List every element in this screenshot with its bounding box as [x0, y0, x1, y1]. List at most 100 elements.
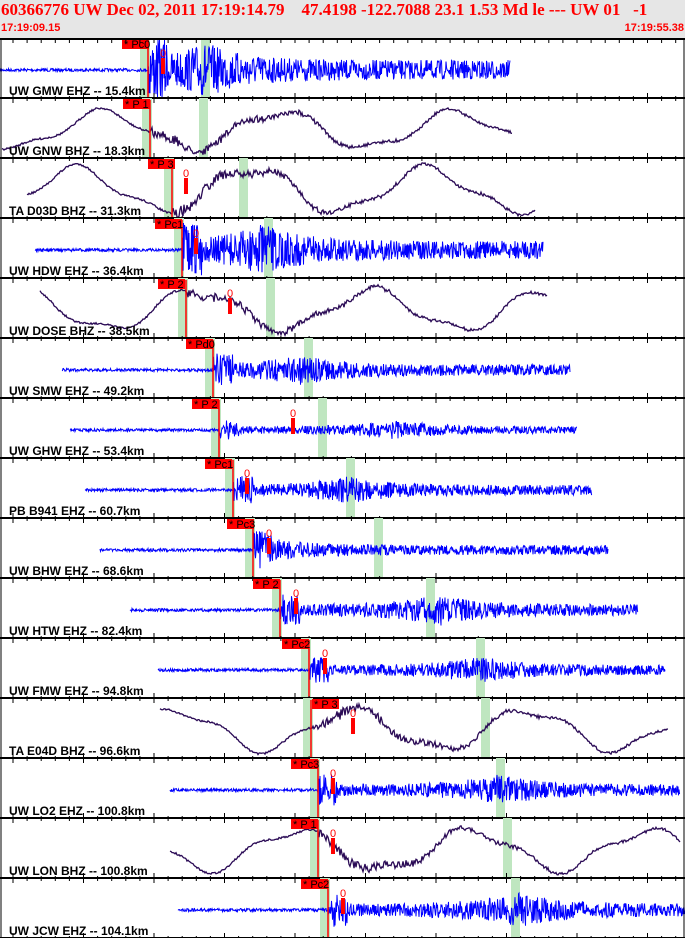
- pick-flag[interactable]: [312, 699, 339, 709]
- pick-flag[interactable]: [192, 399, 219, 409]
- pick-label: * P 3: [314, 699, 338, 711]
- trace-row[interactable]: * P 1 0 UW LON BHZ -- 100.8km: [0, 818, 685, 883]
- pick-window: [140, 38, 150, 98]
- trace-row[interactable]: * Pc1 0 UW HDW EHZ -- 36.4km: [0, 218, 685, 283]
- pick-flag[interactable]: [253, 579, 280, 589]
- pick-flag[interactable]: [205, 459, 232, 469]
- station-label: UW JCW EHZ -- 104.1km: [9, 924, 148, 938]
- trace-row[interactable]: * P 3 0 TA D03D BHZ -- 31.3km: [0, 158, 685, 223]
- marker-label: 0: [227, 288, 233, 300]
- waveform: [169, 774, 681, 806]
- pick-window: [164, 158, 174, 218]
- pick-label: * Pc0: [124, 39, 150, 51]
- station-label: UW HTW EHZ -- 82.4km: [9, 624, 142, 638]
- pick-window: [310, 758, 320, 818]
- amplitude-marker: [331, 778, 335, 794]
- pick-flag[interactable]: [291, 759, 318, 769]
- amplitude-marker: [294, 598, 298, 614]
- pick-flag[interactable]: [155, 219, 182, 229]
- marker-label: 0: [266, 528, 272, 540]
- waveform: [39, 283, 548, 338]
- pick-label: * Pc3: [229, 519, 255, 531]
- waveform: [159, 701, 669, 756]
- trace-row[interactable]: * Pd0 UW SMW EHZ -- 49.2km: [0, 338, 685, 403]
- trace-row[interactable]: * Pc1 0 PB B941 EHZ -- 60.7km: [0, 458, 685, 523]
- pick-flag[interactable]: [158, 279, 185, 289]
- pick-flag[interactable]: [282, 639, 309, 649]
- marker-label: 0: [160, 48, 166, 60]
- trace-row[interactable]: * Pc3 0 UW BHW EHZ -- 68.6km: [0, 518, 685, 583]
- pick-label: * P 1: [125, 99, 149, 111]
- trace-row[interactable]: * Pc2 0 UW FMW EHZ -- 94.8km: [0, 638, 685, 703]
- pick-window: [142, 98, 152, 158]
- pick-window: [310, 818, 320, 878]
- station-label: UW HDW EHZ -- 36.4km: [9, 264, 144, 278]
- marker-label: 0: [340, 888, 346, 900]
- pick-window: [266, 278, 275, 338]
- marker-label: 0: [330, 768, 336, 780]
- pick-window: [320, 878, 330, 938]
- amplitude-marker: [161, 58, 165, 74]
- pick-window: [272, 578, 282, 638]
- pick-flag[interactable]: [123, 99, 150, 109]
- pick-window: [426, 578, 435, 638]
- pick-flag[interactable]: [148, 159, 175, 169]
- pick-label: * Pc3: [293, 759, 319, 771]
- amplitude-marker: [351, 718, 355, 734]
- trace-row[interactable]: * P 1 UW GNW BHZ -- 18.3km: [0, 98, 685, 163]
- pick-label: * Pc2: [303, 879, 329, 891]
- amplitude-marker: [184, 178, 188, 194]
- waveform: [129, 594, 639, 626]
- pick-window: [225, 458, 235, 518]
- marker-label: 0: [183, 168, 189, 180]
- marker-label: 0: [322, 648, 328, 660]
- marker-label: 0: [244, 468, 250, 480]
- station-label: PB B941 EHZ -- 60.7km: [9, 504, 140, 518]
- pick-flag[interactable]: [301, 879, 328, 889]
- pick-label: * P 2: [194, 399, 218, 411]
- pick-label: * Pc2: [284, 639, 310, 651]
- pick-flag[interactable]: [227, 519, 254, 529]
- trace-row[interactable]: * P 3 0 TA E04D BHZ -- 96.6km: [0, 698, 685, 763]
- pick-label: * P 1: [293, 819, 317, 831]
- amplitude-marker: [194, 238, 198, 254]
- pick-window: [264, 218, 273, 278]
- trace-row[interactable]: * P 2 0 UW HTW EHZ -- 82.4km: [0, 578, 685, 643]
- waveform: [34, 222, 544, 276]
- pick-flag[interactable]: [291, 819, 318, 829]
- marker-label: 0: [193, 228, 199, 240]
- amplitude-marker: [323, 658, 327, 674]
- marker-label: 0: [330, 828, 336, 840]
- waveform: [177, 891, 685, 927]
- waveform: [169, 824, 681, 876]
- start-time: 17:19:09.15: [1, 22, 61, 34]
- pick-window: [503, 818, 512, 878]
- waveform: [99, 531, 609, 569]
- pick-window: [476, 638, 485, 698]
- marker-label: 0: [290, 408, 296, 420]
- pick-window: [205, 338, 215, 398]
- pick-flag[interactable]: [122, 39, 149, 49]
- trace-row[interactable]: * Pc3 0 UW LO2 EHZ -- 100.8km: [0, 758, 685, 823]
- station-label: TA E04D BHZ -- 96.6km: [9, 744, 140, 758]
- pick-label: * P 3: [150, 159, 174, 171]
- trace-row[interactable]: * P 2 0 UW GHW EHZ -- 53.4km: [0, 398, 685, 463]
- event-header: 60366776 UW Dec 02, 2011 17:19:14.79 47.…: [0, 0, 685, 38]
- trace-row[interactable]: * P 2 0 UW DOSE BHZ -- 38.5km: [0, 278, 685, 343]
- marker-label: 0: [350, 708, 356, 720]
- trace-row[interactable]: * Pc0 0 UW GMW EHZ -- 15.4km: [0, 38, 685, 103]
- waveform: [84, 476, 593, 504]
- pick-flag[interactable]: [186, 339, 213, 349]
- station-label: UW DOSE BHZ -- 38.5km: [9, 324, 150, 338]
- marker-label: 0: [293, 588, 299, 600]
- amplitude-marker: [341, 898, 345, 914]
- station-label: UW FMW EHZ -- 94.8km: [9, 684, 144, 698]
- waveform: [69, 420, 578, 440]
- pick-window: [239, 158, 248, 218]
- waveform: [1, 107, 513, 155]
- waveform: [26, 162, 536, 219]
- event-title: 60366776 UW Dec 02, 2011 17:19:14.79 47.…: [1, 0, 648, 19]
- trace-row[interactable]: * Pc2 0 UW JCW EHZ -- 104.1km: [0, 878, 685, 938]
- pick-window: [211, 398, 221, 458]
